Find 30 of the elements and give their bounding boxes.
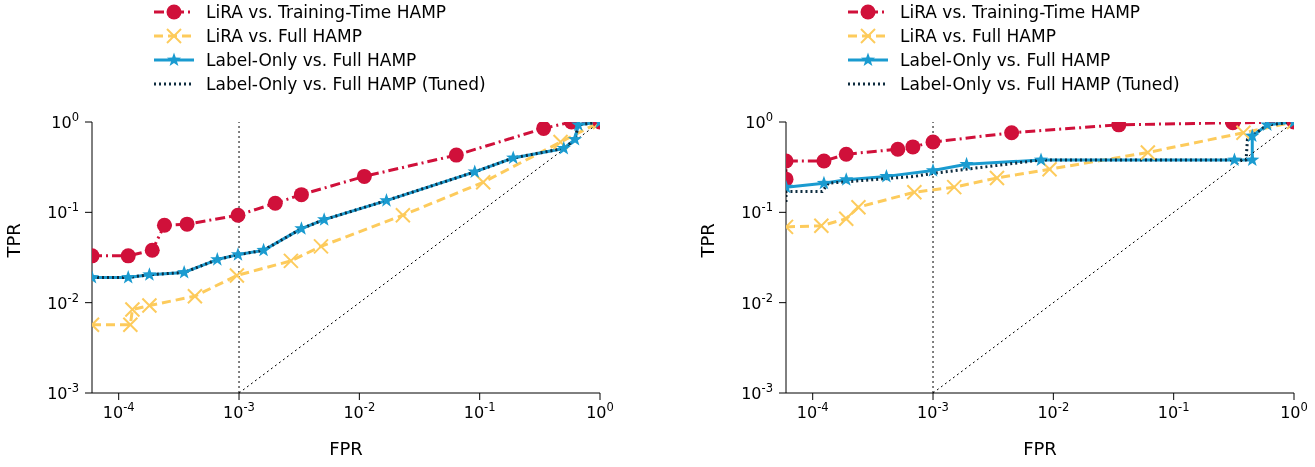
x-tick-label: 10$^{-4}$ — [796, 400, 829, 422]
y-tick-label: 10$^{-3}$ — [47, 381, 79, 403]
legend-label: Label-Only vs. Full HAMP — [900, 49, 1111, 72]
y-tick-label: 10$^{0}$ — [745, 110, 773, 132]
legend-label: Label-Only vs. Full HAMP — [206, 49, 417, 72]
legend-label: LiRA vs. Training-Time HAMP — [206, 1, 447, 24]
x-tick-label: 10$^{-3}$ — [917, 400, 949, 422]
legend-label: Label-Only vs. Full HAMP (Tuned) — [206, 73, 486, 96]
legend-label: Label-Only vs. Full HAMP (Tuned) — [900, 73, 1180, 96]
x-tick-label: 10$^{-2}$ — [1037, 400, 1070, 422]
y-tick-label: 10$^{-1}$ — [741, 200, 773, 223]
y-axis-title: TPR — [697, 223, 719, 259]
y-tick-label: 10$^{-2}$ — [47, 290, 79, 313]
y-axis-title: TPR — [3, 223, 25, 259]
y-tick-label: 10$^{0}$ — [51, 110, 79, 132]
legend-label: LiRA vs. Training-Time HAMP — [900, 1, 1141, 24]
x-tick-label: 10$^{-3}$ — [223, 400, 255, 422]
x-tick-label: 10$^{-1}$ — [463, 400, 496, 422]
legend-label: LiRA vs. Full HAMP — [900, 25, 1056, 48]
x-tick-label: 10$^{0}$ — [586, 400, 614, 422]
y-tick-label: 10$^{-3}$ — [741, 381, 773, 403]
x-axis-title: FPR — [1023, 438, 1057, 459]
y-tick-label: 10$^{-2}$ — [741, 290, 773, 313]
legend-label: LiRA vs. Full HAMP — [206, 25, 362, 48]
y-tick-label: 10$^{-1}$ — [47, 200, 79, 223]
x-tick-label: 10$^{0}$ — [1280, 400, 1308, 422]
x-tick-label: 10$^{-1}$ — [1157, 400, 1190, 422]
x-tick-label: 10$^{-4}$ — [102, 400, 135, 422]
x-tick-label: 10$^{-2}$ — [343, 400, 376, 422]
x-axis-title: FPR — [329, 438, 363, 459]
